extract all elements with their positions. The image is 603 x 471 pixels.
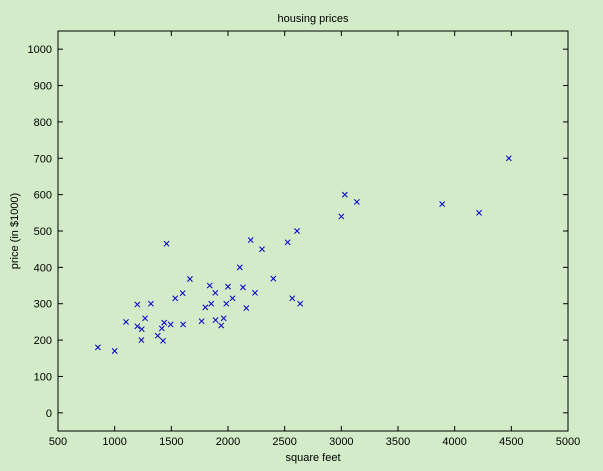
- y-tick-label: 700: [34, 153, 52, 165]
- data-point: [180, 321, 187, 328]
- x-tick-label: 3500: [386, 436, 410, 448]
- data-point: [208, 300, 215, 307]
- y-tick-label: 300: [34, 299, 52, 311]
- data-point: [206, 282, 213, 289]
- data-point: [223, 300, 230, 307]
- y-tick-label: 0: [46, 408, 52, 420]
- chart-title: housing prices: [278, 13, 349, 25]
- data-point: [220, 315, 227, 322]
- data-point: [161, 319, 168, 326]
- data-point: [154, 332, 161, 339]
- data-point: [270, 275, 277, 282]
- y-tick-label: 800: [34, 117, 52, 129]
- data-point: [179, 290, 186, 297]
- data-point: [505, 155, 512, 162]
- data-point: [198, 318, 205, 325]
- data-point: [123, 318, 129, 325]
- x-tick-label: 1500: [159, 436, 183, 448]
- data-point: [202, 304, 209, 311]
- y-tick-label: 600: [34, 190, 52, 202]
- y-tick-label: 400: [34, 262, 52, 274]
- data-point: [160, 337, 167, 344]
- data-point: [138, 326, 145, 333]
- data-point: [229, 295, 236, 302]
- data-point: [236, 264, 243, 271]
- x-tick-label: 5000: [556, 436, 580, 448]
- data-point: [134, 301, 141, 308]
- data-point: [142, 315, 148, 322]
- y-axis-label: price (in $1000): [9, 193, 21, 269]
- x-tick-label: 4500: [499, 436, 523, 448]
- y-axis: 0 100 200 300 400 500 600 700 800 900 1000: [28, 44, 568, 420]
- x-tick-label: 4000: [442, 436, 466, 448]
- x-tick-label: 2500: [272, 436, 296, 448]
- data-point: [138, 337, 145, 344]
- data-point: [134, 323, 141, 330]
- x-tick-label: 2000: [216, 436, 240, 448]
- data-point: [94, 344, 101, 351]
- x-tick-label: 3000: [329, 436, 353, 448]
- y-tick-label: 1000: [28, 44, 52, 56]
- data-point: [167, 321, 174, 328]
- data-point: [147, 300, 154, 307]
- data-point: [240, 284, 246, 291]
- x-tick-label: 500: [49, 436, 67, 448]
- data-point: [439, 201, 446, 208]
- data-point: [172, 295, 179, 302]
- data-point: [111, 348, 118, 354]
- y-tick-label: 200: [34, 335, 52, 347]
- plot-frame: [57, 30, 569, 432]
- x-tick-label: 1000: [102, 436, 126, 448]
- data-point: [338, 213, 345, 220]
- data-point: [218, 322, 225, 329]
- data-point: [158, 325, 165, 332]
- data-point: [341, 191, 348, 198]
- data-point: [252, 289, 258, 296]
- data-point: [259, 246, 265, 253]
- y-tick-label: 900: [34, 81, 52, 93]
- y-tick-label: 100: [34, 371, 52, 383]
- y-tick-label: 500: [34, 226, 52, 238]
- data-point: [243, 305, 250, 312]
- data-point: [212, 317, 219, 324]
- data-point: [284, 239, 291, 246]
- data-point: [353, 198, 360, 205]
- data-point: [297, 300, 304, 307]
- x-axis: 500 1000 1500 2000 2500 3000 3500 4000 4500 5000: [49, 31, 580, 448]
- data-point: [186, 276, 193, 282]
- data-point: [476, 209, 482, 216]
- data-point: [163, 240, 170, 247]
- x-axis-label: square feet: [285, 452, 340, 464]
- data-point: [247, 237, 254, 244]
- data-point: [225, 283, 231, 290]
- data-point: [294, 228, 300, 234]
- data-point: [289, 295, 296, 302]
- data-points: [94, 155, 512, 354]
- data-point: [212, 289, 219, 296]
